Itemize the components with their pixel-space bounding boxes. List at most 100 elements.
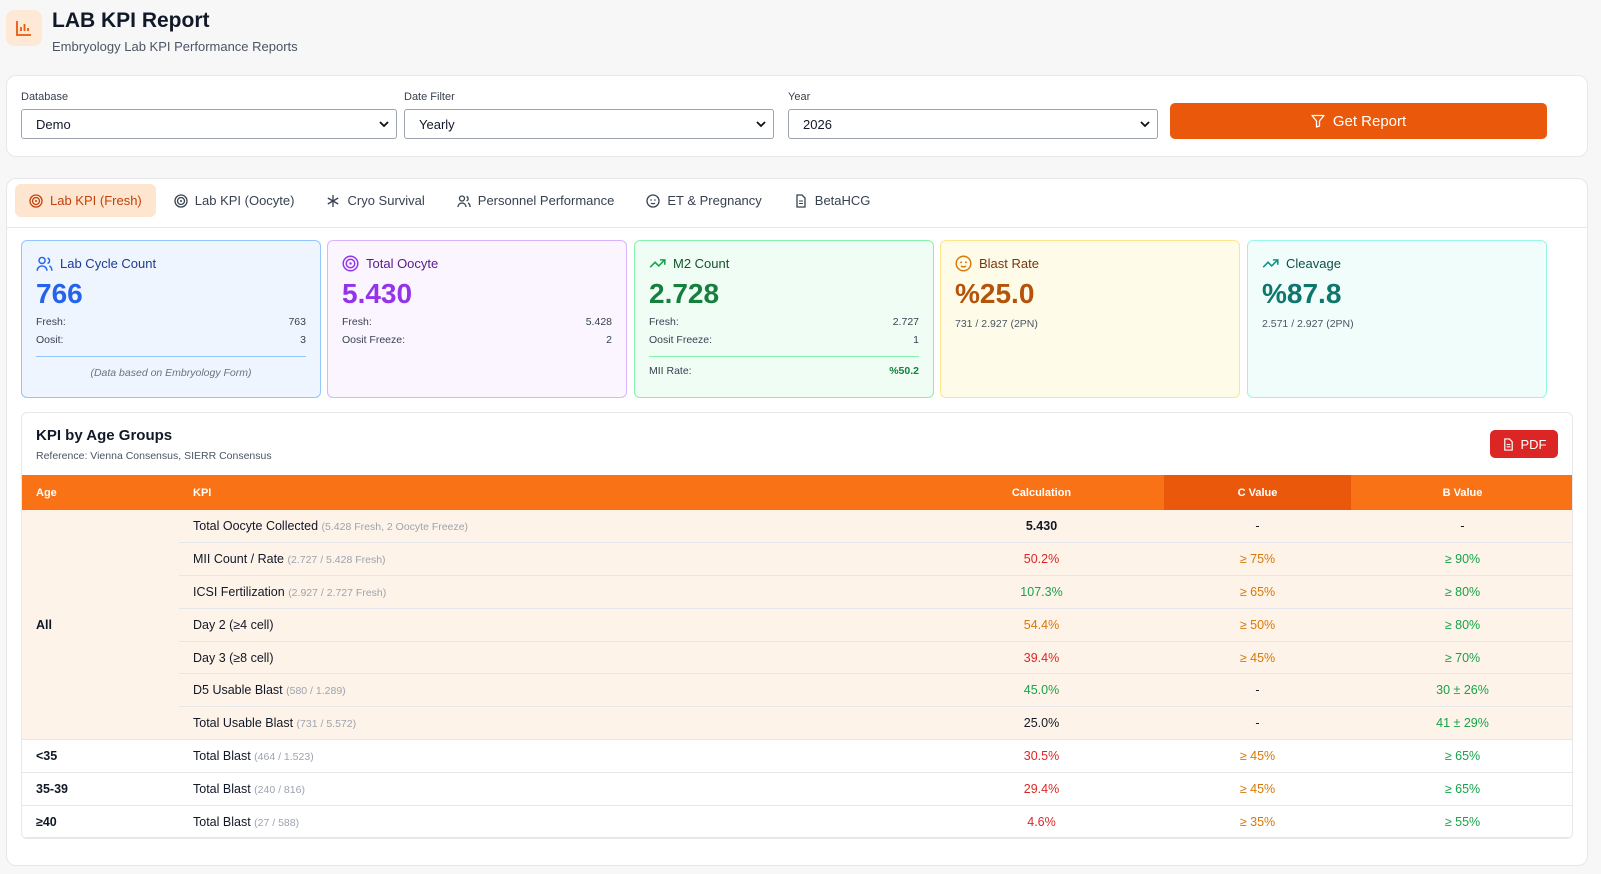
kpi-detail: (2.927 / 2.727 Fresh) bbox=[288, 586, 387, 599]
kpi-name: Total Blast bbox=[193, 748, 251, 763]
kpi-title: KPI by Age Groups bbox=[36, 427, 173, 444]
kpi-name: Total Usable Blast bbox=[193, 716, 294, 731]
tab-bar: Lab KPI (Fresh) Lab KPI (Oocyte) Cryo Su… bbox=[15, 184, 888, 217]
tab-label: Lab KPI (Oocyte) bbox=[194, 193, 295, 208]
kpi-table: Age KPI Calculation C Value B Value All … bbox=[22, 475, 1572, 838]
c-value-cell: - bbox=[1164, 673, 1351, 708]
stat-title: Cleavage bbox=[1286, 256, 1341, 271]
stat-row-label: Oosit: bbox=[36, 334, 64, 346]
kpi-name: Total Blast bbox=[193, 814, 251, 829]
tab-betahcg[interactable]: BetaHCG bbox=[780, 184, 885, 217]
column-header-calculation: Calculation bbox=[919, 475, 1164, 510]
kpi-detail: (240 / 816) bbox=[254, 783, 305, 796]
kpi-detail: (464 / 1.523) bbox=[254, 750, 314, 763]
calculation-cell: 45.0% bbox=[919, 673, 1164, 708]
b-value-cell: ≥ 65% bbox=[1351, 772, 1572, 806]
calculation-cell: 107.3% bbox=[919, 575, 1164, 609]
stat-title: Total Oocyte bbox=[366, 256, 439, 271]
kpi-name: Total Blast bbox=[193, 781, 251, 796]
kpi-detail: (5.428 Fresh, 2 Oocyte Freeze) bbox=[321, 521, 469, 534]
tab-lab-kpi-oocyte[interactable]: Lab KPI (Oocyte) bbox=[160, 184, 309, 217]
column-header-age: Age bbox=[22, 475, 179, 510]
year-label: Year bbox=[788, 91, 811, 103]
trending-up-icon bbox=[649, 259, 666, 268]
stat-value: %87.8 bbox=[1262, 278, 1342, 309]
c-value-cell: ≥ 75% bbox=[1164, 542, 1351, 577]
kpi-detail: (27 / 588) bbox=[254, 816, 300, 829]
kpi-detail: (731 / 5.572) bbox=[296, 718, 357, 731]
table-row: D5 Usable Blast (580 / 1.289) 45.0% - 30… bbox=[22, 673, 1572, 708]
tab-cryo-survival[interactable]: Cryo Survival bbox=[312, 184, 438, 217]
calculation-cell: 29.4% bbox=[919, 772, 1164, 806]
tab-lab-kpi-fresh[interactable]: Lab KPI (Fresh) bbox=[15, 184, 156, 217]
users-icon bbox=[457, 194, 471, 207]
column-header-b-value: B Value bbox=[1351, 475, 1572, 510]
tab-label: Lab KPI (Fresh) bbox=[50, 193, 142, 208]
calculation-cell: 39.4% bbox=[919, 641, 1164, 675]
stat-row-label: Fresh: bbox=[342, 316, 372, 328]
chevron-down-icon bbox=[379, 121, 389, 128]
tab-label: Personnel Performance bbox=[477, 193, 615, 208]
calculation-cell: 25.0% bbox=[919, 706, 1164, 741]
tab-personnel-performance[interactable]: Personnel Performance bbox=[443, 184, 629, 217]
age-cell: 35-39 bbox=[22, 772, 179, 806]
kpi-name: MII Count / Rate bbox=[193, 552, 285, 567]
stat-row-value: 2 bbox=[606, 334, 612, 346]
b-value-cell: 30 ± 26% bbox=[1351, 673, 1572, 708]
kpi-reference: Reference: Vienna Consensus, SIERR Conse… bbox=[36, 450, 272, 462]
kpi-detail: (580 / 1.289) bbox=[286, 685, 346, 698]
column-header-kpi: KPI bbox=[179, 475, 919, 510]
stat-card-cleavage: Cleavage %87.8 2.571 / 2.927 (2PN) bbox=[1247, 240, 1547, 398]
kpi-name: Day 2 (≥4 cell) bbox=[193, 617, 274, 632]
stat-card-total-oocyte: Total Oocyte 5.430 Fresh: 5.428 Oosit Fre… bbox=[327, 240, 627, 398]
stat-note: (Data based on Embryology Form) bbox=[36, 356, 306, 379]
table-row: ≥40 Total Blast (27 / 588) 4.6% ≥ 35% ≥ … bbox=[22, 805, 1572, 838]
chevron-down-icon bbox=[1140, 121, 1150, 128]
stat-title: M2 Count bbox=[673, 256, 730, 271]
baby-icon bbox=[646, 193, 661, 208]
stat-card-lab-cycle-count: Lab Cycle Count 766 Fresh: 763 Oosit: 3 (D… bbox=[21, 240, 321, 398]
pdf-label: PDF bbox=[1520, 436, 1547, 452]
baby-icon bbox=[955, 255, 972, 272]
tab-et-pregnancy[interactable]: ET & Pregnancy bbox=[632, 184, 775, 217]
stat-value: 2.728 bbox=[649, 278, 720, 309]
stat-row-value: 3 bbox=[300, 334, 306, 346]
mii-rate-label: MII Rate: bbox=[649, 365, 692, 377]
date-filter-value: Yearly bbox=[419, 116, 455, 132]
stat-row-value: 763 bbox=[288, 316, 306, 328]
table-row: All Total Oocyte Collected (5.428 Fresh,… bbox=[22, 510, 1572, 741]
date-filter-select[interactable]: Yearly bbox=[404, 109, 774, 139]
year-select[interactable]: 2026 bbox=[788, 109, 1158, 139]
bar-chart-icon bbox=[6, 10, 42, 46]
mii-rate-value: %50.2 bbox=[889, 365, 919, 377]
filter-icon bbox=[1311, 114, 1325, 128]
kpi-detail: (2.727 / 5.428 Fresh) bbox=[287, 554, 386, 567]
target-icon bbox=[174, 193, 188, 208]
b-value-cell: ≥ 80% bbox=[1351, 608, 1572, 642]
c-value-cell: ≥ 35% bbox=[1164, 805, 1351, 838]
age-cell: ≥40 bbox=[22, 805, 179, 838]
chevron-down-icon bbox=[756, 121, 766, 128]
calculation-cell: 54.4% bbox=[919, 608, 1164, 642]
get-report-button[interactable]: Get Report bbox=[1170, 103, 1547, 139]
calculation-cell: 50.2% bbox=[919, 542, 1164, 577]
snowflake-icon bbox=[327, 194, 340, 207]
pdf-button[interactable]: PDF bbox=[1490, 430, 1558, 458]
stat-value: %25.0 bbox=[955, 278, 1035, 309]
c-value-cell: ≥ 45% bbox=[1164, 772, 1351, 806]
stat-sub: 2.571 / 2.927 (2PN) bbox=[1262, 318, 1354, 330]
c-value-cell: ≥ 45% bbox=[1164, 739, 1351, 773]
stat-row-value: 1 bbox=[913, 334, 919, 346]
page-subtitle: Embryology Lab KPI Performance Reports bbox=[52, 39, 298, 54]
stat-row-label: Fresh: bbox=[649, 316, 679, 328]
b-value-cell: ≥ 65% bbox=[1351, 739, 1572, 773]
tab-label: Cryo Survival bbox=[347, 193, 425, 208]
stat-title: Lab Cycle Count bbox=[60, 256, 157, 271]
kpi-name: Total Oocyte Collected bbox=[193, 519, 319, 534]
b-value-cell: ≥ 90% bbox=[1351, 542, 1572, 577]
database-select[interactable]: Demo bbox=[21, 109, 397, 139]
users-icon bbox=[36, 256, 53, 271]
table-row: 35-39 Total Blast (240 / 816) 29.4% ≥ 45… bbox=[22, 772, 1572, 806]
report-panel: Lab KPI (Fresh) Lab KPI (Oocyte) Cryo Su… bbox=[6, 178, 1588, 866]
c-value-cell: ≥ 65% bbox=[1164, 575, 1351, 609]
